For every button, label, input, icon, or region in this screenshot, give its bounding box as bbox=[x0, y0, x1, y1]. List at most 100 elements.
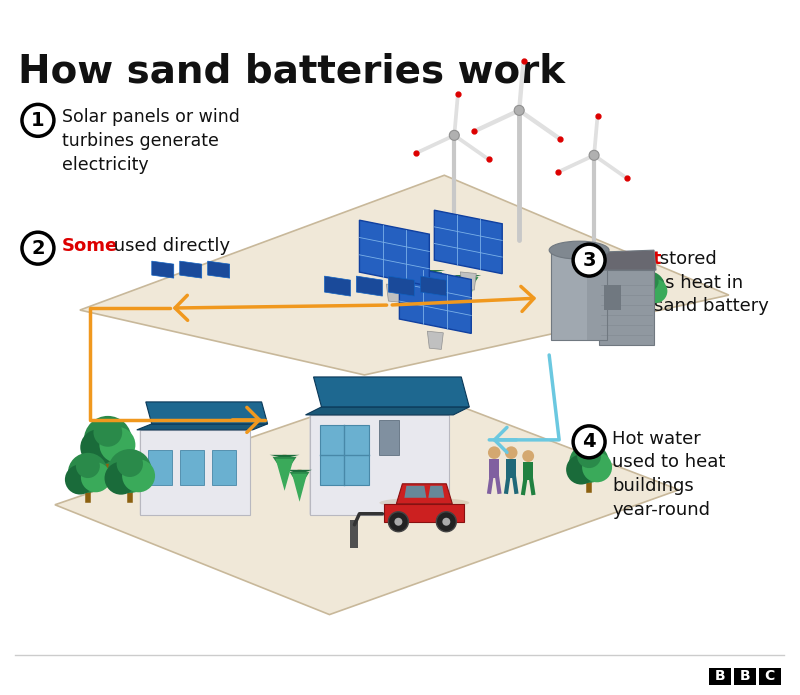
Text: 2: 2 bbox=[31, 238, 45, 258]
Polygon shape bbox=[319, 425, 370, 485]
Circle shape bbox=[601, 257, 637, 293]
Polygon shape bbox=[297, 470, 302, 480]
Polygon shape bbox=[434, 210, 502, 274]
Polygon shape bbox=[275, 459, 294, 491]
Polygon shape bbox=[350, 520, 358, 548]
Circle shape bbox=[514, 106, 524, 115]
Circle shape bbox=[643, 279, 667, 303]
Text: Most: Most bbox=[612, 250, 662, 268]
Polygon shape bbox=[140, 430, 250, 515]
Polygon shape bbox=[140, 425, 154, 515]
Text: 3: 3 bbox=[582, 251, 596, 270]
Circle shape bbox=[569, 443, 609, 483]
Text: C: C bbox=[765, 669, 775, 683]
Text: 4: 4 bbox=[582, 432, 596, 451]
Circle shape bbox=[436, 512, 456, 532]
Polygon shape bbox=[417, 272, 442, 291]
Polygon shape bbox=[386, 284, 402, 302]
Polygon shape bbox=[464, 275, 470, 285]
Polygon shape bbox=[290, 472, 310, 488]
Circle shape bbox=[613, 265, 640, 293]
Polygon shape bbox=[357, 276, 382, 296]
Polygon shape bbox=[359, 220, 430, 286]
Circle shape bbox=[598, 268, 626, 295]
Text: Some: Some bbox=[62, 237, 118, 255]
Polygon shape bbox=[420, 276, 446, 296]
Polygon shape bbox=[456, 277, 478, 294]
Circle shape bbox=[117, 450, 143, 477]
Polygon shape bbox=[148, 450, 172, 485]
Circle shape bbox=[450, 131, 459, 140]
Polygon shape bbox=[212, 450, 236, 485]
Polygon shape bbox=[428, 486, 444, 498]
Circle shape bbox=[639, 272, 658, 291]
Polygon shape bbox=[426, 270, 432, 280]
Circle shape bbox=[105, 461, 138, 495]
Text: How sand batteries work: How sand batteries work bbox=[18, 52, 565, 90]
Circle shape bbox=[68, 453, 108, 493]
Circle shape bbox=[505, 446, 518, 459]
Polygon shape bbox=[287, 470, 312, 474]
Circle shape bbox=[99, 427, 135, 463]
Circle shape bbox=[573, 244, 605, 276]
Polygon shape bbox=[310, 407, 327, 515]
Polygon shape bbox=[404, 486, 426, 498]
Ellipse shape bbox=[379, 498, 470, 508]
Circle shape bbox=[22, 104, 54, 136]
Circle shape bbox=[122, 459, 155, 492]
Polygon shape bbox=[325, 276, 350, 296]
Polygon shape bbox=[282, 455, 287, 465]
Polygon shape bbox=[396, 484, 452, 504]
Text: B: B bbox=[714, 669, 726, 683]
Polygon shape bbox=[460, 272, 476, 290]
Text: B: B bbox=[739, 669, 750, 683]
Circle shape bbox=[522, 450, 534, 462]
Polygon shape bbox=[273, 457, 297, 475]
Polygon shape bbox=[389, 276, 414, 296]
Polygon shape bbox=[587, 250, 607, 340]
Polygon shape bbox=[459, 279, 476, 309]
Circle shape bbox=[582, 452, 612, 482]
Bar bbox=[734, 667, 756, 685]
Text: 1: 1 bbox=[31, 111, 45, 130]
Circle shape bbox=[566, 455, 596, 484]
Circle shape bbox=[22, 232, 54, 264]
Circle shape bbox=[81, 462, 111, 492]
Polygon shape bbox=[414, 270, 446, 273]
Circle shape bbox=[573, 426, 605, 458]
Polygon shape bbox=[427, 332, 443, 350]
Bar bbox=[709, 667, 731, 685]
Bar bbox=[759, 667, 781, 685]
Ellipse shape bbox=[549, 241, 609, 259]
Circle shape bbox=[84, 416, 132, 464]
Circle shape bbox=[589, 150, 599, 161]
Circle shape bbox=[488, 446, 501, 459]
Polygon shape bbox=[180, 261, 202, 278]
Polygon shape bbox=[385, 504, 464, 522]
Text: Solar panels or wind
turbines generate
electricity: Solar panels or wind turbines generate e… bbox=[62, 108, 240, 174]
Circle shape bbox=[442, 518, 450, 525]
Circle shape bbox=[630, 281, 654, 305]
Text: Hot water
used to heat
buildings
year-round: Hot water used to heat buildings year-ro… bbox=[612, 430, 726, 518]
Circle shape bbox=[108, 449, 152, 493]
Polygon shape bbox=[506, 459, 516, 477]
Polygon shape bbox=[306, 407, 470, 415]
Polygon shape bbox=[208, 261, 230, 278]
Polygon shape bbox=[314, 377, 470, 407]
Circle shape bbox=[608, 258, 630, 279]
Polygon shape bbox=[180, 450, 204, 485]
Circle shape bbox=[394, 518, 402, 525]
Circle shape bbox=[76, 454, 100, 478]
Polygon shape bbox=[454, 275, 482, 279]
Circle shape bbox=[389, 512, 408, 532]
Circle shape bbox=[80, 430, 116, 466]
Polygon shape bbox=[292, 474, 307, 502]
Polygon shape bbox=[379, 420, 399, 455]
Circle shape bbox=[65, 464, 95, 495]
Circle shape bbox=[577, 444, 601, 468]
Text: stored
as heat in
sand battery: stored as heat in sand battery bbox=[654, 250, 769, 316]
Polygon shape bbox=[137, 424, 267, 430]
Polygon shape bbox=[551, 250, 607, 340]
Polygon shape bbox=[152, 261, 174, 278]
Polygon shape bbox=[597, 250, 656, 270]
